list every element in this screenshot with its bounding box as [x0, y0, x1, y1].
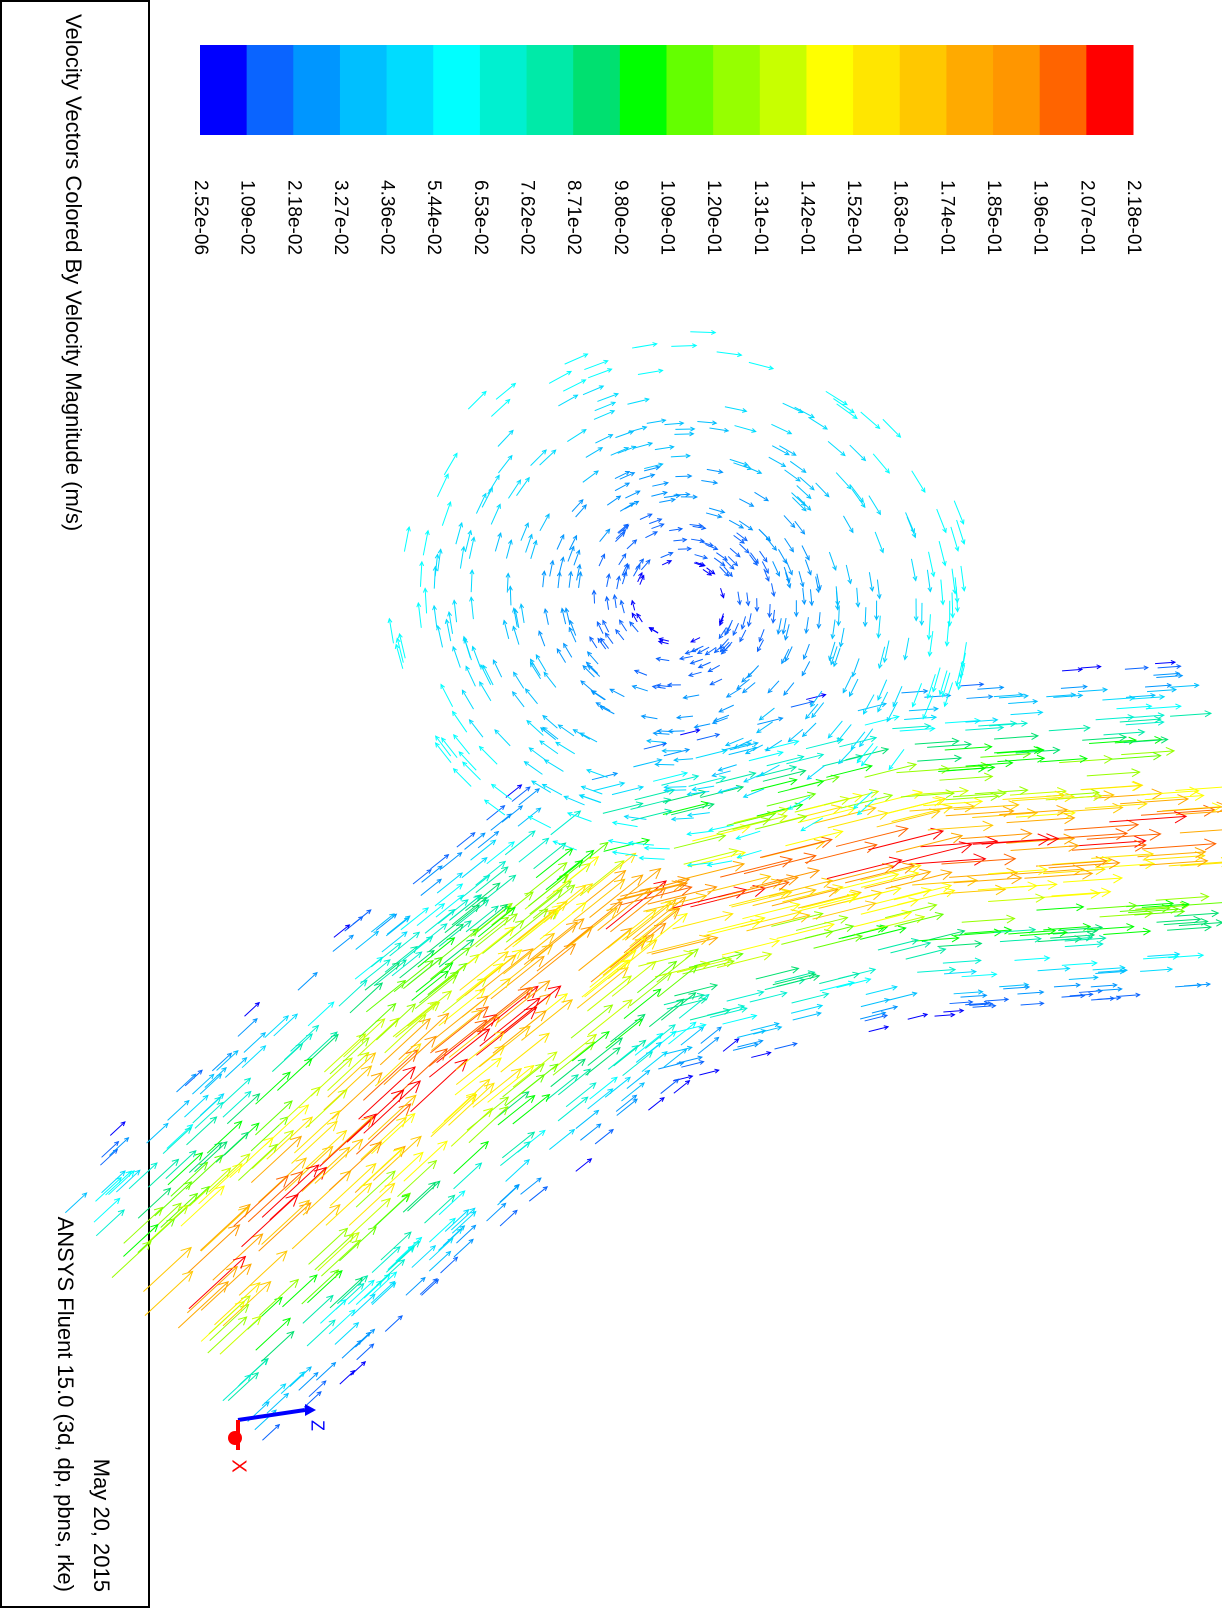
colorbar-segment	[667, 45, 714, 135]
colorbar-segment	[993, 45, 1040, 135]
colorbar-segment	[527, 45, 574, 135]
colorbar-label: 2.07e-01	[1076, 180, 1097, 255]
colorbar-label: 2.52e-06	[190, 180, 211, 255]
colorbar-segment	[713, 45, 760, 135]
colorbar-segment	[573, 45, 620, 135]
vector	[669, 731, 685, 732]
colorbar-label: 5.44e-02	[423, 180, 444, 255]
colorbar-segment	[340, 45, 387, 135]
colorbar-segment	[247, 45, 294, 135]
colorbar-segment	[433, 45, 480, 135]
colorbar-label: 1.85e-01	[983, 180, 1004, 255]
colorbar-label: 1.42e-01	[796, 180, 817, 255]
vector	[664, 790, 686, 791]
y-axis-dot	[228, 1431, 242, 1445]
colorbar-segment	[853, 45, 900, 135]
colorbar-segment	[946, 45, 993, 135]
z-label: Z	[307, 1420, 327, 1431]
colorbar-label: 9.80e-02	[610, 180, 631, 255]
colorbar-segment	[1040, 45, 1087, 135]
colorbar-segment	[900, 45, 947, 135]
colorbar-label: 8.71e-02	[563, 180, 584, 255]
colorbar-label: 1.31e-01	[750, 180, 771, 255]
colorbar-label: 7.62e-02	[517, 180, 538, 255]
colorbar-segment	[760, 45, 807, 135]
colorbar-label: 1.20e-01	[703, 180, 724, 255]
vector	[674, 434, 693, 435]
colorbar-segment	[200, 45, 247, 135]
footer: ANSYS Fluent 15.0 (3d, dp, pbns, rke)	[53, 1217, 78, 1592]
colorbar-label: 1.63e-01	[890, 180, 911, 255]
colorbar-segment	[620, 45, 667, 135]
colorbar-label: 1.09e-01	[656, 180, 677, 255]
plot-title: Velocity Vectors Colored By Velocity Mag…	[61, 14, 86, 531]
colorbar-segment	[806, 45, 853, 135]
vector	[664, 787, 686, 788]
colorbar-label: 4.36e-02	[377, 180, 398, 255]
colorbar-label: 2.18e-02	[283, 180, 304, 255]
vector	[675, 476, 691, 477]
colorbar-label: 6.53e-02	[470, 180, 491, 255]
date: May 20, 2015	[89, 1459, 114, 1592]
vector	[655, 764, 674, 765]
colorbar-segment	[387, 45, 434, 135]
colorbar-label: 1.74e-01	[936, 180, 957, 255]
vector	[594, 590, 595, 603]
colorbar-segment	[1086, 45, 1133, 135]
x-label: X	[228, 1459, 250, 1472]
colorbar-label: 1.96e-01	[1030, 180, 1051, 255]
colorbar-label: 2.18e-01	[1123, 180, 1144, 255]
colorbar-label: 3.27e-02	[330, 180, 351, 255]
colorbar-segment	[480, 45, 527, 135]
colorbar-label: 1.09e-02	[237, 180, 258, 255]
vector	[510, 586, 511, 605]
colorbar-label: 1.52e-01	[843, 180, 864, 255]
colorbar-segment	[293, 45, 340, 135]
